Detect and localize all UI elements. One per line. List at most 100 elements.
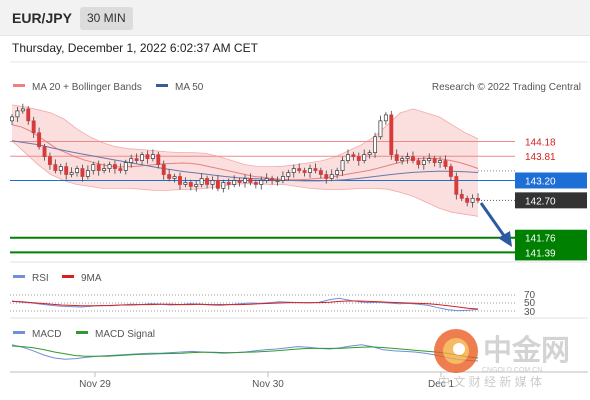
- rsi-level-30-label: 30: [524, 307, 536, 318]
- support-label-box-141-39: [515, 244, 587, 261]
- candle-body: [161, 164, 166, 175]
- candle-body: [215, 180, 220, 189]
- legend-label-rsi: RSI: [32, 273, 49, 284]
- candle-body: [178, 176, 182, 185]
- candle-body: [394, 154, 399, 161]
- candle-body: [10, 116, 14, 122]
- candle-body: [156, 154, 161, 165]
- candle-body: [248, 178, 253, 183]
- currency-pair-title: EUR/JPY: [12, 10, 72, 26]
- candle-body: [129, 158, 134, 163]
- candle-body: [237, 180, 242, 183]
- candle-body: [107, 164, 112, 169]
- candle-body: [91, 164, 96, 171]
- candle-body: [378, 120, 383, 138]
- bollinger-upper-line: [11, 104, 479, 168]
- candle-body: [367, 152, 372, 155]
- candle-body: [199, 178, 204, 185]
- candle-body: [416, 160, 421, 165]
- legend-label-rsi-ma: 9MA: [81, 273, 102, 284]
- legend-swatch-ma50: [156, 84, 168, 87]
- candle-body: [335, 170, 340, 175]
- chart-timestamp: Thursday, December 1, 2022 6:02:37 AM CE…: [12, 41, 258, 55]
- candle-body: [351, 154, 356, 157]
- candle-body: [134, 158, 139, 161]
- candle-body: [443, 160, 448, 167]
- legend-swatch-rsi-ma: [62, 275, 74, 278]
- candle-body: [438, 160, 443, 163]
- candle-body: [346, 154, 350, 161]
- candle-body: [308, 168, 312, 173]
- candle-body: [53, 164, 58, 171]
- legend-label-macd: MACD: [32, 329, 61, 340]
- candle-body: [454, 176, 459, 195]
- candle-body: [80, 168, 85, 177]
- candle-body: [421, 160, 426, 165]
- macd-signal-line: [11, 345, 479, 359]
- research-credit: Research © 2022 Trading Central: [432, 82, 581, 93]
- candle-body: [286, 172, 291, 177]
- candle-body: [297, 168, 302, 171]
- legend-label-ma50: MA 50: [175, 82, 204, 93]
- candle-body: [102, 168, 107, 171]
- candle-body: [411, 156, 415, 161]
- candle-body: [232, 180, 237, 185]
- candle-body: [465, 198, 470, 203]
- candle-body: [226, 182, 231, 185]
- candle-body: [113, 164, 117, 169]
- candle-body: [264, 178, 269, 181]
- watermark-tagline: 中 文 财 经 新 媒 体: [438, 374, 542, 389]
- candle-body: [318, 170, 323, 175]
- candle-body: [373, 136, 377, 153]
- ma20-line: [11, 124, 479, 181]
- support-label-box-141-76: [515, 229, 587, 246]
- candle-body: [270, 178, 275, 181]
- cngold-watermark: 中金网 CNGOLD.COM.CN 中 文 财 经 新 媒 体: [434, 329, 570, 389]
- candle-body: [383, 114, 388, 122]
- candle-body: [210, 180, 215, 185]
- candle-body: [42, 146, 47, 157]
- candle-body: [167, 174, 172, 179]
- legend-swatch-bollinger: [13, 84, 25, 87]
- candle-body: [26, 108, 31, 122]
- price-legend: MA 20 + Bollinger Bands MA 50: [13, 82, 204, 93]
- timeframe-badge[interactable]: 30 MIN: [80, 7, 133, 30]
- candle-body: [96, 164, 101, 171]
- support-label-141-39: 141.39: [525, 248, 556, 259]
- legend-label-bollinger: MA 20 + Bollinger Bands: [32, 82, 142, 93]
- candle-body: [123, 162, 128, 171]
- candle-body: [221, 182, 226, 189]
- candle-body: [47, 156, 52, 165]
- projection-arrow: [479, 202, 512, 247]
- candle-body: [183, 182, 188, 185]
- rsi-levels: 70 50 30: [10, 290, 536, 318]
- candle-body: [64, 166, 69, 175]
- x-label-nov29: Nov 29: [79, 379, 111, 390]
- candle-body: [37, 132, 42, 148]
- x-label-dec1: Dec 1: [428, 379, 455, 390]
- candle-body: [85, 170, 90, 177]
- bollinger-band-area: [12, 104, 478, 217]
- watermark-logo-dot: [453, 343, 465, 355]
- candle-body: [291, 168, 296, 173]
- candle-body: [194, 184, 199, 187]
- candle-body: [405, 156, 410, 159]
- candle-body: [75, 168, 79, 173]
- rsi-legend: RSI 9MA: [13, 273, 102, 284]
- pivot-label-box: [515, 172, 587, 189]
- macd-legend: MACD MACD Signal: [13, 329, 155, 340]
- candle-body: [448, 166, 453, 177]
- candle-body: [356, 156, 361, 161]
- candle-body: [400, 158, 405, 161]
- candle-body: [31, 120, 36, 134]
- candle-body: [476, 198, 480, 201]
- header-bar: EUR/JPY 30 MIN: [0, 0, 590, 36]
- candle-body: [140, 154, 144, 161]
- candle-body: [362, 154, 367, 161]
- legend-swatch-rsi: [13, 275, 25, 278]
- candle-body: [389, 114, 394, 155]
- candle-body: [253, 182, 258, 185]
- candle-body: [15, 110, 20, 118]
- projection-arrow-head: [498, 231, 512, 247]
- support-label-141-76: 141.76: [525, 234, 556, 245]
